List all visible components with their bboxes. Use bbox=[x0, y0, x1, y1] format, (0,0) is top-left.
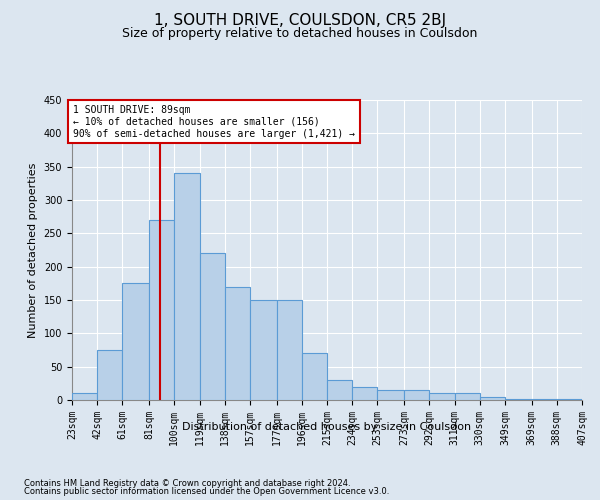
Bar bbox=[72, 394, 97, 400]
Bar bbox=[97, 350, 122, 400]
Bar bbox=[250, 300, 277, 400]
Bar bbox=[352, 386, 377, 400]
Bar bbox=[327, 380, 352, 400]
Bar bbox=[505, 398, 532, 400]
Y-axis label: Number of detached properties: Number of detached properties bbox=[28, 162, 38, 338]
Text: Size of property relative to detached houses in Coulsdon: Size of property relative to detached ho… bbox=[122, 28, 478, 40]
Text: 1, SOUTH DRIVE, COULSDON, CR5 2BJ: 1, SOUTH DRIVE, COULSDON, CR5 2BJ bbox=[154, 12, 446, 28]
Bar bbox=[225, 286, 250, 400]
Bar bbox=[377, 390, 404, 400]
Bar bbox=[199, 254, 225, 400]
Bar bbox=[532, 398, 557, 400]
Bar bbox=[174, 174, 199, 400]
Bar bbox=[404, 390, 429, 400]
Text: Contains HM Land Registry data © Crown copyright and database right 2024.: Contains HM Land Registry data © Crown c… bbox=[24, 478, 350, 488]
Text: Contains public sector information licensed under the Open Government Licence v3: Contains public sector information licen… bbox=[24, 487, 389, 496]
Bar bbox=[122, 284, 149, 400]
Bar bbox=[149, 220, 174, 400]
Bar bbox=[455, 394, 480, 400]
Bar bbox=[480, 396, 505, 400]
Bar bbox=[557, 398, 582, 400]
Text: Distribution of detached houses by size in Coulsdon: Distribution of detached houses by size … bbox=[182, 422, 472, 432]
Bar bbox=[429, 394, 455, 400]
Text: 1 SOUTH DRIVE: 89sqm
← 10% of detached houses are smaller (156)
90% of semi-deta: 1 SOUTH DRIVE: 89sqm ← 10% of detached h… bbox=[73, 106, 355, 138]
Bar bbox=[302, 354, 327, 400]
Bar bbox=[277, 300, 302, 400]
